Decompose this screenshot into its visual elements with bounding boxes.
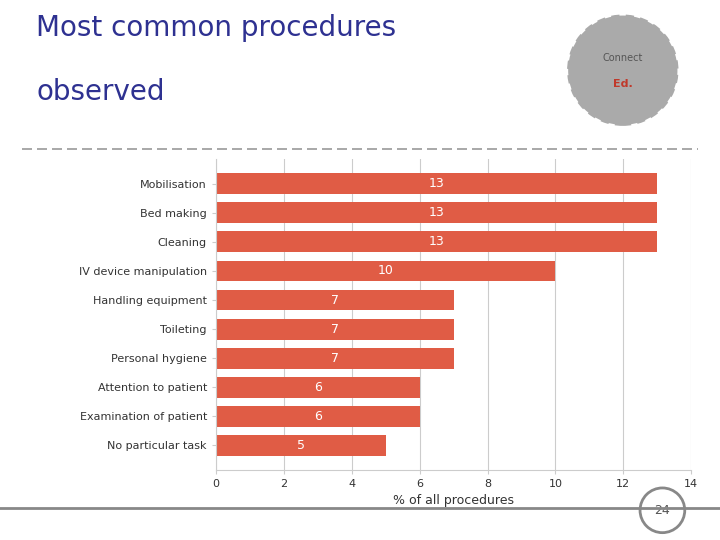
Bar <box>216 319 454 340</box>
Bar <box>216 406 420 427</box>
Text: 7: 7 <box>330 352 339 365</box>
Bar <box>216 173 657 194</box>
Text: Connect: Connect <box>603 53 643 63</box>
Bar <box>216 289 454 310</box>
Bar <box>216 232 657 252</box>
Circle shape <box>568 16 678 125</box>
Text: 7: 7 <box>330 322 339 335</box>
Text: 13: 13 <box>428 177 444 191</box>
Bar <box>216 435 386 456</box>
Text: 13: 13 <box>428 206 444 219</box>
Text: 5: 5 <box>297 438 305 452</box>
Text: 6: 6 <box>314 410 322 423</box>
Text: 13: 13 <box>428 235 444 248</box>
Text: Most common procedures: Most common procedures <box>36 14 396 42</box>
X-axis label: % of all procedures: % of all procedures <box>393 495 514 508</box>
Bar <box>216 260 555 281</box>
Bar <box>216 202 657 224</box>
Text: 6: 6 <box>314 381 322 394</box>
Text: Ed.: Ed. <box>613 79 633 90</box>
Text: 7: 7 <box>330 294 339 307</box>
Text: observed: observed <box>36 78 164 106</box>
Text: 10: 10 <box>378 265 394 278</box>
Bar <box>216 377 420 397</box>
Text: 24: 24 <box>654 504 670 517</box>
Bar <box>216 348 454 369</box>
